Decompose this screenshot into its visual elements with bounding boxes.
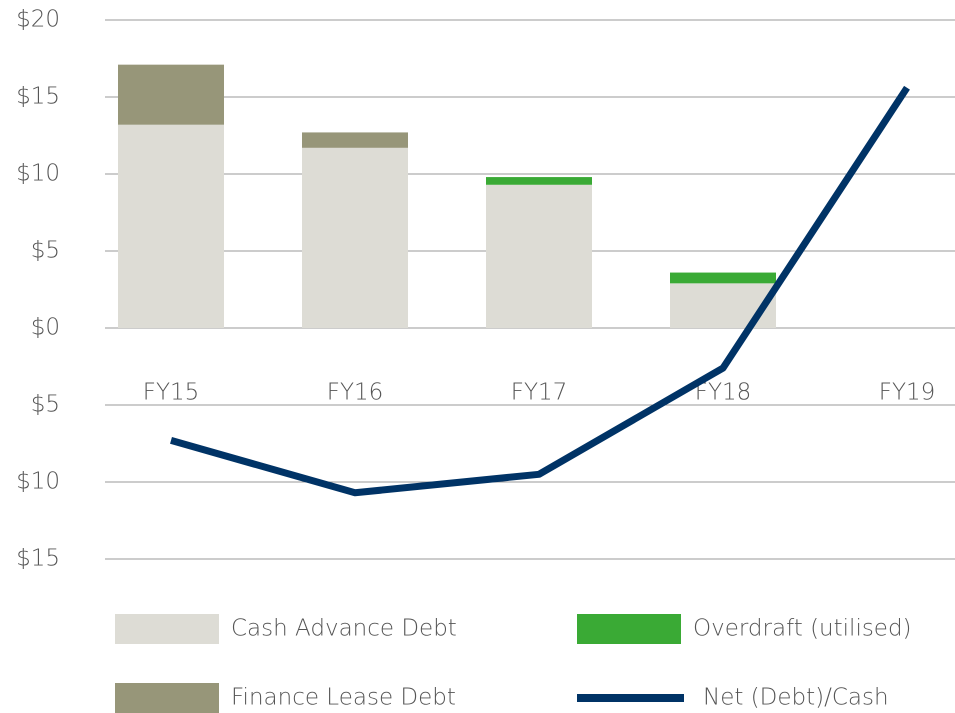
- y-tick-label: $15: [16, 84, 60, 110]
- legend-label: Finance Lease Debt: [231, 685, 456, 711]
- y-tick-label: $10: [16, 469, 60, 495]
- bar: [302, 147, 408, 328]
- x-tick-label: FY16: [327, 380, 384, 406]
- y-tick-label: $5: [31, 238, 60, 264]
- legend-label: Cash Advance Debt: [231, 616, 457, 642]
- y-tick-label: $0: [31, 315, 60, 341]
- x-tick-label: FY17: [511, 380, 568, 406]
- x-tick-label: FY18: [695, 380, 752, 406]
- bar: [486, 177, 592, 185]
- x-tick-label: FY19: [879, 380, 936, 406]
- legend-label: Overdraft (utilised): [693, 616, 912, 642]
- bar: [486, 184, 592, 328]
- y-tick-label: $20: [16, 7, 60, 33]
- x-tick-label: FY15: [143, 380, 200, 406]
- bar: [118, 64, 224, 125]
- bar: [118, 124, 224, 328]
- y-tick-label: $15: [16, 546, 60, 572]
- bar: [670, 272, 776, 284]
- legend-label: Net (Debt)/Cash: [703, 685, 889, 711]
- legend-swatch: [115, 683, 219, 713]
- line: [170, 85, 910, 497]
- y-tick-label: $5: [31, 392, 60, 418]
- legend-swatch: [577, 614, 681, 644]
- bar: [302, 132, 408, 148]
- legend-swatch: [115, 614, 219, 644]
- y-tick-label: $10: [16, 161, 60, 187]
